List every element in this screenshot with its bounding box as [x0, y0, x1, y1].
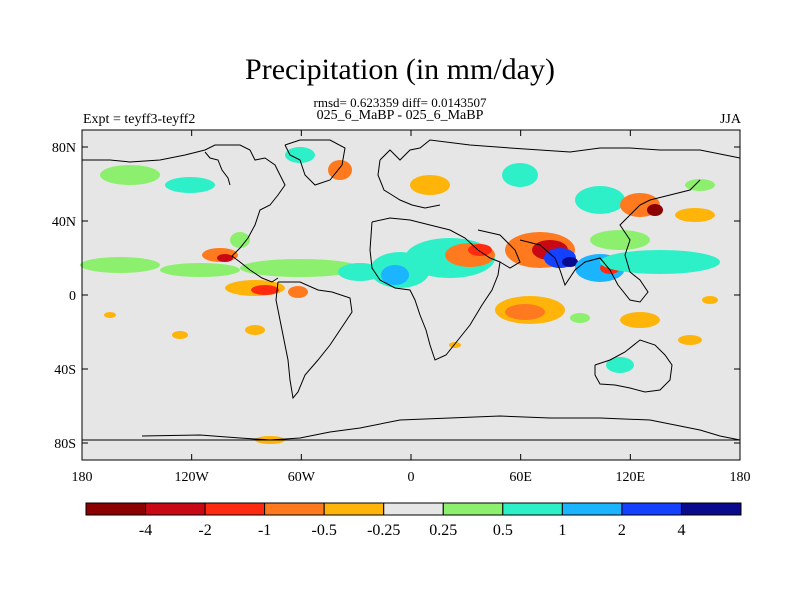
stats-text: rmsd= 0.623359 diff= 0.0143507: [313, 95, 487, 110]
coastlines: [82, 139, 741, 441]
colorbar-label: 1: [558, 522, 566, 539]
colorbar-label: -0.25: [367, 522, 400, 539]
colorbar-swatch: [502, 502, 563, 516]
colorbar-label: -0.5: [312, 522, 337, 539]
lat-axis: 80N 40N 0 40S 80S: [52, 141, 740, 452]
colorbar-swatch: [264, 502, 325, 516]
lat-label: 80S: [54, 437, 76, 452]
lon-label: 0: [408, 470, 415, 485]
lon-label: 180: [730, 470, 751, 485]
lon-label: 120E: [616, 470, 646, 485]
lat-label: 40S: [54, 363, 76, 378]
colorbar-label: -2: [198, 522, 211, 539]
colorbar-label: 2: [618, 522, 626, 539]
colorbar-swatch: [204, 502, 266, 516]
colorbar-label: -1: [258, 522, 271, 539]
lat-label: 80N: [52, 141, 76, 156]
colorbar-swatch: [383, 502, 444, 516]
colorbar: -4 -2 -1 -0.5 -0.25 0.25 0.5 1 2 4: [85, 502, 742, 539]
colorbar-swatch: [442, 502, 504, 516]
colorbar-swatch: [145, 502, 206, 516]
colorbar-label: 0.25: [429, 522, 457, 539]
lat-label: 40N: [52, 215, 76, 230]
case-label: 025_6_MaBP - 025_6_MaBP: [316, 108, 484, 123]
lat-label: 0: [69, 289, 76, 304]
lon-label: 60W: [288, 470, 316, 485]
lon-label: 180: [72, 470, 93, 485]
expt-label: Expt = teyff3-teyff2: [83, 112, 196, 127]
plot-title: Precipitation (in mm/day): [245, 53, 555, 86]
lon-label: 60E: [509, 470, 532, 485]
colorbar-label: 4: [677, 522, 685, 539]
lon-axis: 180 120W 60W 0 60E 120E 180: [72, 130, 751, 485]
colorbar-swatch: [680, 502, 742, 516]
colorbar-swatch: [621, 502, 682, 516]
colorbar-label: 0.5: [493, 522, 513, 539]
lon-label: 120W: [175, 470, 210, 485]
precip-field: [80, 147, 720, 444]
colorbar-swatch: [85, 502, 147, 516]
colorbar-swatch: [323, 502, 385, 516]
colorbar-swatch: [561, 502, 623, 516]
season-label: JJA: [719, 112, 741, 127]
colorbar-label: -4: [139, 522, 152, 539]
